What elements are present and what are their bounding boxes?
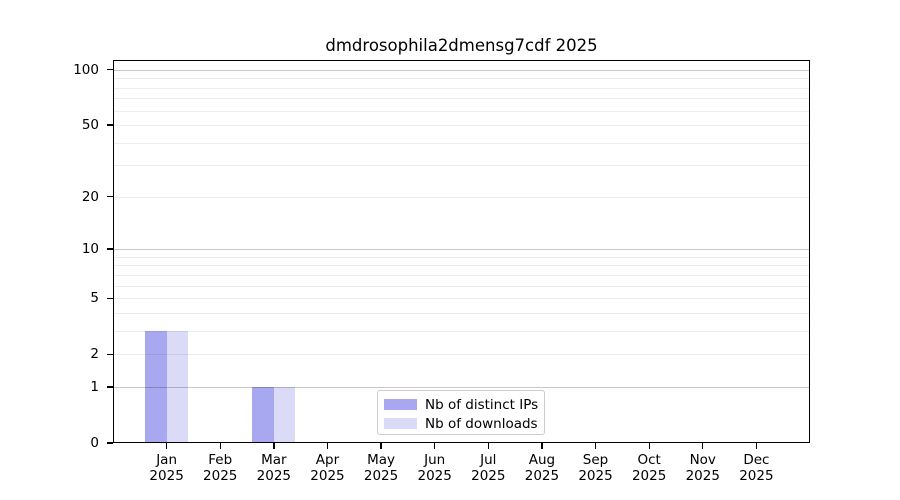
x-tick-label-jul: Jul 2025 — [448, 452, 528, 484]
y-tick-mark-10 — [107, 248, 113, 250]
y-tick-mark-50 — [107, 124, 113, 126]
gridline-minor-60 — [114, 110, 809, 112]
y-tick-mark-2 — [107, 353, 113, 355]
gridline-minor-6 — [114, 285, 809, 287]
x-tick-month: Jan — [156, 452, 178, 468]
x-tick-label-jun: Jun 2025 — [395, 452, 475, 484]
x-tick-label-mar: Mar 2025 — [234, 452, 314, 484]
x-tick-label-oct: Oct 2025 — [609, 452, 689, 484]
legend-label-distinct-ips: Nb of distinct IPs — [425, 396, 539, 413]
x-tick-label-may: May 2025 — [341, 452, 421, 484]
x-tick-label-sep: Sep 2025 — [556, 452, 636, 484]
x-tick-mark-feb — [219, 443, 221, 449]
x-tick-mark-mar — [273, 443, 275, 449]
x-tick-label-nov: Nov 2025 — [663, 452, 743, 484]
legend-item-downloads: Nb of downloads — [384, 414, 544, 433]
gridline-minor-30 — [114, 165, 809, 167]
y-tick-mark-5 — [107, 297, 113, 299]
x-tick-month: Jun — [424, 452, 446, 468]
y-tick-mark-20 — [107, 196, 113, 198]
gridline-minor-40 — [114, 142, 809, 144]
x-tick-year: 2025 — [149, 468, 184, 484]
x-tick-mark-jul — [487, 443, 489, 449]
chart-title: dmdrosophila2dmensg7cdf 2025 — [325, 36, 598, 55]
gridline-minor-20 — [114, 196, 809, 198]
legend-swatch-distinct-ips — [384, 399, 417, 410]
x-tick-mark-jun — [434, 443, 436, 449]
x-tick-month: Aug — [528, 452, 556, 468]
x-tick-month: Feb — [208, 452, 233, 468]
x-tick-month: Dec — [743, 452, 770, 468]
x-tick-year: 2025 — [524, 468, 560, 484]
x-tick-label-aug: Aug 2025 — [502, 452, 582, 484]
y-tick-label-10: 10 — [81, 241, 99, 258]
x-tick-label-jan: Jan 2025 — [127, 452, 207, 484]
y-tick-label-5: 5 — [90, 290, 99, 307]
x-tick-year: 2025 — [471, 468, 506, 484]
x-tick-mark-jan — [166, 443, 168, 449]
legend-item-distinct-ips: Nb of distinct IPs — [384, 395, 544, 414]
legend-swatch-downloads — [384, 418, 417, 429]
gridline-major-1 — [114, 386, 809, 388]
gridline-minor-70 — [114, 98, 809, 100]
gridline-minor-4 — [114, 312, 809, 314]
x-tick-month: May — [367, 452, 396, 468]
x-tick-month: Sep — [582, 452, 609, 468]
x-tick-label-apr: Apr 2025 — [287, 452, 367, 484]
x-tick-year: 2025 — [310, 468, 345, 484]
x-tick-mark-nov — [702, 443, 704, 449]
gridline-minor-8 — [114, 265, 809, 267]
x-tick-month: Mar — [261, 452, 287, 468]
bar-distinct-ips-mar — [252, 386, 274, 443]
y-tick-label-50: 50 — [81, 117, 99, 134]
gridline-minor-9 — [114, 256, 809, 258]
y-tick-mark-100 — [107, 69, 113, 71]
x-tick-year: 2025 — [578, 468, 613, 484]
x-tick-month: Jul — [480, 452, 497, 468]
x-tick-year: 2025 — [256, 468, 292, 484]
x-tick-year: 2025 — [203, 468, 238, 484]
x-tick-mark-oct — [648, 443, 650, 449]
y-tick-label-100: 100 — [73, 61, 99, 78]
gridline-minor-90 — [114, 78, 809, 80]
x-tick-year: 2025 — [631, 468, 667, 484]
x-tick-month: Oct — [637, 452, 661, 468]
legend: Nb of distinct IPs Nb of downloads — [377, 390, 545, 435]
gridline-minor-80 — [114, 87, 809, 89]
x-tick-label-dec: Dec 2025 — [716, 452, 796, 484]
y-tick-mark-1 — [107, 386, 113, 388]
x-tick-mark-may — [380, 443, 382, 449]
x-tick-month: Nov — [689, 452, 716, 468]
x-tick-year: 2025 — [685, 468, 720, 484]
x-tick-mark-apr — [326, 443, 329, 449]
bar-downloads-mar — [273, 386, 296, 443]
gridline-major-100 — [114, 69, 809, 71]
x-tick-mark-sep — [594, 443, 597, 449]
y-tick-mark-0 — [107, 442, 113, 444]
gridline-minor-7 — [114, 274, 809, 276]
bar-downloads-jan — [166, 330, 189, 443]
gridline-major-10 — [114, 249, 809, 251]
x-tick-label-feb: Feb 2025 — [180, 452, 260, 484]
x-tick-year: 2025 — [417, 468, 452, 484]
y-tick-label-20: 20 — [81, 188, 99, 205]
gridline-minor-50 — [114, 125, 809, 127]
x-tick-month: Apr — [315, 452, 340, 468]
y-tick-label-1: 1 — [90, 378, 99, 395]
y-tick-label-0: 0 — [90, 435, 99, 451]
gridline-minor-3 — [114, 330, 809, 332]
x-tick-year: 2025 — [363, 468, 399, 484]
gridline-minor-5 — [114, 298, 809, 300]
x-tick-mark-dec — [755, 443, 758, 449]
y-tick-label-2: 2 — [90, 346, 99, 363]
x-tick-year: 2025 — [739, 468, 774, 484]
bar-distinct-ips-jan — [145, 330, 167, 443]
gridline-minor-2 — [114, 354, 809, 356]
x-tick-mark-aug — [541, 443, 543, 449]
legend-label-downloads: Nb of downloads — [425, 415, 538, 432]
